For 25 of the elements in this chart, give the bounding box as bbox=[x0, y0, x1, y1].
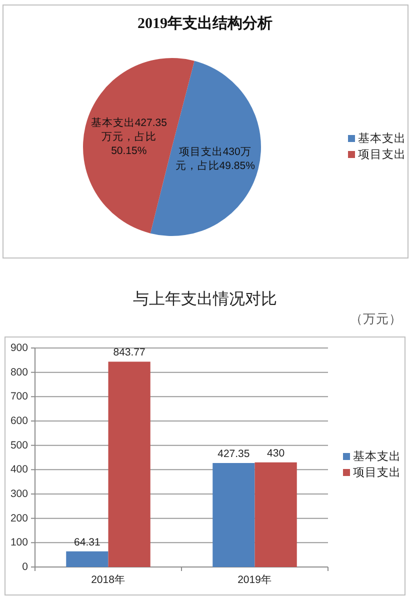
chart-title: 与上年支出情况对比 bbox=[133, 290, 277, 308]
y-tick-label: 100 bbox=[10, 536, 28, 549]
x-tick-label: 2019年 bbox=[238, 574, 272, 586]
y-tick-label: 800 bbox=[10, 366, 28, 378]
y-axis-title: （万元） bbox=[350, 312, 402, 326]
data-label: 64.31 bbox=[74, 536, 100, 548]
y-tick-label: 0 bbox=[22, 561, 28, 573]
data-label: 430 bbox=[267, 447, 285, 460]
y-tick-label: 900 bbox=[10, 342, 28, 354]
data-label: 427.35 bbox=[218, 448, 250, 460]
data-label: 843.77 bbox=[113, 346, 146, 359]
data-label: 项目支出430万元，占比49.85% bbox=[175, 145, 255, 172]
y-tick-label: 300 bbox=[10, 488, 28, 500]
x-tick-label: 2018年 bbox=[91, 574, 126, 586]
y-tick-label: 200 bbox=[10, 512, 28, 524]
legend-label: 项目支出 bbox=[353, 466, 401, 479]
data-label: 基本支出427.35万元，占比50.15% bbox=[90, 116, 168, 157]
legend-label: 项目支出 bbox=[358, 148, 406, 161]
legend-label: 基本支出 bbox=[358, 132, 406, 145]
y-tick-label: 700 bbox=[10, 390, 28, 403]
chart-title: 2019年支出结构分析 bbox=[138, 15, 272, 32]
legend-label: 基本支出 bbox=[353, 450, 401, 463]
y-tick-label: 400 bbox=[10, 464, 28, 476]
y-tick-label: 500 bbox=[10, 439, 28, 452]
y-tick-label: 600 bbox=[10, 415, 28, 427]
